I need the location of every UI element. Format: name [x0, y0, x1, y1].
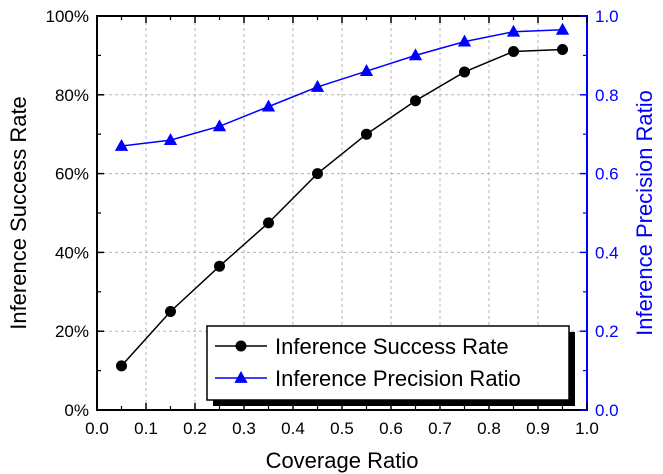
x-tick-label: 0.3: [232, 419, 256, 438]
data-point: [310, 79, 325, 92]
data-point: [312, 168, 323, 180]
data-point: [410, 95, 421, 107]
y-tick-label: 40%: [55, 243, 89, 262]
data-point: [361, 128, 372, 140]
tick-labels: 0.0 0.1 0.2 0.3 0.4 0.5 0.6 0.7 0.8 0.9 1.0 0% 20% 40…: [46, 7, 619, 438]
y-tick-label: 60%: [55, 165, 89, 184]
data-point: [506, 24, 521, 37]
x-tick-label: 0.1: [134, 419, 158, 438]
x-tick-label: 0.7: [428, 419, 452, 438]
x-tick-label: 0.6: [379, 419, 403, 438]
y-axis-title: Inference Success Rate: [6, 96, 31, 330]
x-tick-label: 0.9: [526, 419, 550, 438]
y2-tick-label: 0.0: [595, 401, 619, 420]
legend-entries: Inference Success Rate Inference Precisio…: [215, 334, 521, 391]
data-point: [163, 133, 178, 146]
legend: Inference Success Rate Inference Precisio…: [206, 325, 575, 406]
data-point: [114, 139, 129, 151]
data-point: [508, 45, 519, 57]
y2-tick-label: 1.0: [595, 7, 619, 26]
data-point: [408, 48, 423, 61]
y2-axis-title: Inference Precision Ratio: [632, 90, 657, 336]
x-axis-title: Coverage Ratio: [266, 448, 419, 473]
data-point: [459, 66, 470, 78]
data-point: [555, 22, 570, 35]
data-point: [214, 260, 225, 272]
series-line-2: [121, 29, 563, 147]
legend-box: [206, 325, 570, 401]
y-tick-label: 0%: [64, 401, 89, 420]
data-point: [261, 99, 276, 112]
ticks: [96, 15, 588, 411]
data-point: [263, 217, 274, 229]
y-tick-label: 20%: [55, 322, 89, 341]
data-point: [165, 306, 176, 317]
series-line-1: [120, 48, 563, 367]
legend-marker: [234, 371, 248, 383]
data-point: [212, 119, 227, 132]
y2-tick-label: 0.6: [595, 165, 619, 184]
y2-tick-label: 0.2: [595, 322, 619, 341]
x-tick-label: 1.0: [575, 419, 599, 438]
legend-label: Inference Success Rate: [275, 334, 509, 359]
data-point: [557, 43, 568, 55]
x-tick-label: 0.4: [281, 419, 305, 438]
x-tick-label: 0.0: [85, 419, 109, 438]
x-tick-label: 0.2: [183, 419, 207, 438]
data-point: [457, 34, 472, 47]
x-tick-label: 0.8: [477, 419, 501, 438]
y2-tick-label: 0.4: [595, 243, 619, 262]
series-layer: [114, 22, 570, 372]
legend-label: Inference Precision Ratio: [275, 366, 521, 391]
data-point: [116, 360, 127, 372]
y2-tick-label: 0.8: [595, 86, 619, 105]
legend-marker: [235, 340, 247, 352]
data-point: [359, 64, 374, 77]
y-tick-label: 100%: [46, 7, 89, 26]
y-tick-label: 80%: [55, 86, 89, 105]
x-tick-label: 0.5: [330, 419, 354, 438]
